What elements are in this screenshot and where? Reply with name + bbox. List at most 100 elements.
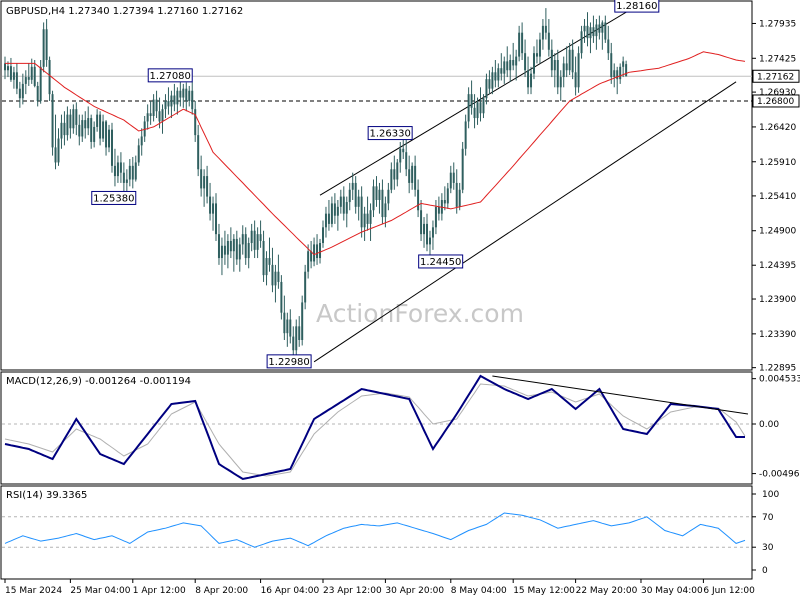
candle xyxy=(601,20,604,50)
candle-body xyxy=(170,95,173,107)
candle-body xyxy=(455,182,458,207)
candle-body xyxy=(500,68,503,74)
candle xyxy=(18,81,21,108)
candle xyxy=(84,111,87,139)
candle-body xyxy=(420,210,423,235)
candle xyxy=(458,182,461,211)
candle-body xyxy=(93,126,96,142)
candle xyxy=(280,275,283,320)
candle xyxy=(619,63,622,84)
candle xyxy=(319,238,322,264)
candle-body xyxy=(619,66,622,80)
candle xyxy=(277,254,280,289)
price-tick-label: 1.23390 xyxy=(759,330,796,340)
candle-body xyxy=(625,64,628,77)
candle xyxy=(565,46,568,78)
candle xyxy=(467,87,470,129)
candle-body xyxy=(530,73,533,88)
price-annotation: 1.26330 xyxy=(367,126,413,141)
candle xyxy=(298,316,301,347)
price-tick-label: 1.24395 xyxy=(759,261,796,271)
candle xyxy=(128,159,131,187)
candle xyxy=(530,66,533,95)
candle xyxy=(333,193,336,224)
candle-body xyxy=(244,234,247,259)
candle-body xyxy=(131,165,134,180)
candle xyxy=(170,90,173,119)
candle xyxy=(60,114,63,149)
candle xyxy=(357,189,360,221)
candle xyxy=(360,186,363,238)
candle-body xyxy=(423,223,426,235)
candle xyxy=(185,82,188,112)
candle-body xyxy=(509,60,512,71)
candle-body xyxy=(595,24,598,37)
candle-body xyxy=(235,238,238,260)
candle-body xyxy=(616,70,619,80)
candle-body xyxy=(69,114,72,129)
annotation-box xyxy=(91,190,137,205)
candle-body xyxy=(155,99,158,112)
candle xyxy=(188,85,191,107)
candle xyxy=(137,138,140,166)
candle xyxy=(509,54,512,82)
candle-body xyxy=(515,56,518,66)
candle xyxy=(235,230,238,265)
candle xyxy=(247,237,250,269)
candle xyxy=(113,148,116,187)
candle xyxy=(553,53,556,88)
candle xyxy=(577,46,580,93)
candle xyxy=(532,46,535,80)
candle xyxy=(173,83,176,112)
candle xyxy=(470,80,473,115)
time-tick-label: 1 Apr 12:00 xyxy=(133,586,186,596)
annotation-box xyxy=(147,68,193,83)
candle xyxy=(72,104,75,134)
candle-body xyxy=(164,100,167,110)
candle-body xyxy=(280,281,283,313)
candle xyxy=(524,39,527,78)
candle xyxy=(316,234,319,265)
candle xyxy=(494,60,497,88)
candle xyxy=(4,56,6,80)
price-tick-label: 1.25910 xyxy=(759,158,796,168)
candle-body xyxy=(375,186,378,200)
candle-body xyxy=(443,200,446,204)
candle-body xyxy=(458,189,461,207)
candle xyxy=(105,120,108,156)
candle-body xyxy=(72,109,75,129)
candle-body xyxy=(384,203,387,218)
candle-body xyxy=(149,113,152,116)
price-tick-label: 1.26420 xyxy=(759,123,796,133)
candle-body xyxy=(607,39,610,54)
price-tick-label: 1.27425 xyxy=(759,54,796,64)
candle xyxy=(90,114,93,149)
candle xyxy=(212,196,215,231)
candle xyxy=(366,196,369,231)
candle xyxy=(24,70,27,95)
candle xyxy=(538,32,541,64)
candle-body xyxy=(277,271,280,282)
time-tick-label: 15 Mar 2024 xyxy=(5,586,62,596)
candle-body xyxy=(54,147,57,163)
candle xyxy=(464,114,467,156)
candle xyxy=(206,165,209,204)
candle xyxy=(200,155,203,197)
candle xyxy=(155,90,158,119)
candle-body xyxy=(78,124,81,137)
candle-body xyxy=(411,165,414,183)
rsi-tick-label: 0 xyxy=(762,566,768,576)
candle xyxy=(39,60,42,104)
candle-body xyxy=(197,135,200,170)
candle xyxy=(461,141,464,194)
candle-body xyxy=(137,145,140,163)
candle xyxy=(408,155,411,194)
candle xyxy=(589,22,592,54)
candle xyxy=(604,15,607,43)
candle-body xyxy=(485,79,488,99)
candle xyxy=(452,162,455,190)
candle-body xyxy=(57,138,60,163)
candle xyxy=(595,19,598,50)
candle xyxy=(342,186,345,221)
